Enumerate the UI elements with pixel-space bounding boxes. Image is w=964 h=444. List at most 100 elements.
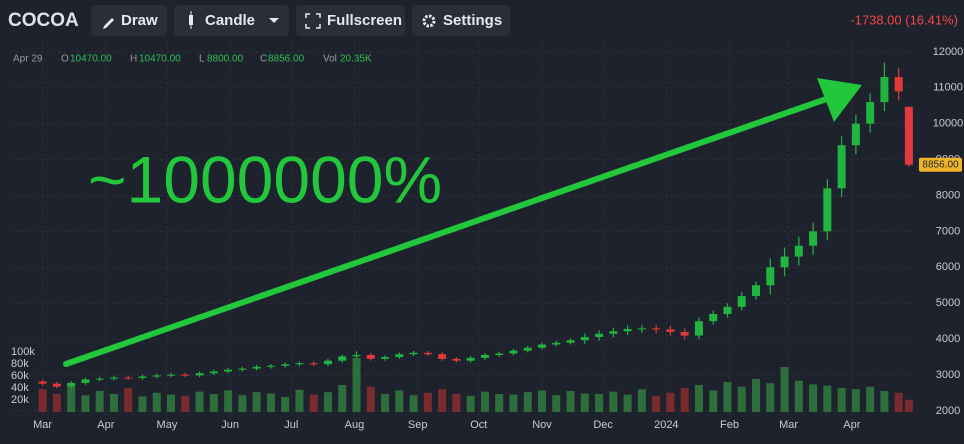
volume-bar [904,399,913,412]
volume-bar [395,390,404,412]
legend-value: 8800.00 [207,54,244,65]
settings-button[interactable]: Settings [412,5,510,36]
candle-body [209,371,218,374]
candle-body [281,364,290,366]
button-bg[interactable] [412,5,510,36]
volume-bar [766,383,775,412]
x-tick-label: Mar [779,419,798,431]
volume-bar [281,397,290,412]
volume-bar [52,394,61,412]
volume-bar [438,389,447,412]
fullscreen-icon [305,13,321,29]
ohlc-legend: O 10470.00 H 10470.00 L 8800.00 C 8856.00 Vol 20.… [61,54,372,65]
candle-body [338,356,347,361]
button-label[interactable]: Settings [443,12,502,29]
legend-key: L [199,54,205,65]
legend-key: Vol [323,54,337,65]
candle-body [167,374,176,376]
volume-bar [609,391,618,412]
button-bg[interactable] [91,5,167,36]
candle-body [252,366,261,369]
button-label[interactable]: Fullscreen [327,12,402,29]
volume-tick-label: 80k [11,358,29,370]
candle-body [794,245,803,257]
legend-key: C [260,54,267,65]
volume-tick-label: 40k [11,382,29,394]
button-label[interactable]: Candle [205,12,255,29]
candle-body [81,379,90,383]
candle-body [894,76,903,92]
price-tag: 8856.00 [922,159,959,170]
candle-body [609,331,618,334]
volume-bar [252,392,261,412]
button-bg[interactable] [174,5,289,36]
volume-bar [81,395,90,412]
candle-body [309,363,318,365]
volume-bar [409,395,418,412]
candle-body [152,375,161,377]
x-tick-label: Aug [345,419,365,431]
x-tick-label: Sep [408,419,428,431]
candle-body [323,360,332,365]
dropdown-arrow[interactable] [269,18,279,23]
candle-body [523,347,532,351]
volume-bar [480,391,489,412]
candle-body [52,383,61,387]
y-tick-label: 11000 [933,82,963,94]
candle-body [109,377,118,379]
x-tick-label: May [157,419,178,431]
x-tick-label: Apr [97,419,114,431]
volume-bar [452,394,461,412]
legend-value: 10470.00 [139,54,181,65]
volume-bar [224,390,233,412]
volume-bar [794,380,803,412]
volume-bar [523,392,532,412]
volume-bar [652,395,661,412]
volume-bar [309,394,318,412]
candle-button[interactable]: Candle [174,5,289,36]
symbol: COCOA [8,10,79,31]
volume-bar [537,390,546,412]
candle-body [723,306,732,315]
volume-bar [466,395,475,412]
price-tag-bg [919,157,962,172]
draw-button[interactable]: Draw [91,5,167,36]
candle-body [809,231,818,246]
volume-bar [109,394,118,412]
candle-body [224,369,233,372]
volume-bar [167,394,176,412]
volume-bar [209,394,218,412]
candle-body [38,381,47,384]
x-tick-label: 2024 [654,419,678,431]
plot: 2000300040005000600070008000900010000110… [10,40,963,431]
y-tick-label: 7000 [936,225,960,237]
candle-body [480,354,489,358]
volume-bar [866,386,875,412]
pen-icon [103,18,114,29]
fullscreen-button[interactable]: Fullscreen [296,5,405,36]
volume-bar [809,384,818,412]
volume-bar [181,395,190,412]
button-label[interactable]: Draw [121,12,158,29]
volume-bar [423,392,432,412]
x-tick-label: Oct [470,419,487,431]
candle-body [880,76,889,103]
candle-body [266,365,275,367]
x-tick-label: Jun [221,419,239,431]
annotation: ~1000000% [88,142,442,216]
volume-bar [67,386,76,412]
button-bg[interactable] [296,5,405,36]
legend-key: O [61,54,69,65]
candle-body [552,342,561,345]
candle-body [595,333,604,337]
y-tick-label: 8000 [936,189,960,201]
volume-bar [694,385,703,412]
volume-tick-label: 60k [11,370,29,382]
volume-bar [851,389,860,412]
y-tick-label: 3000 [936,369,960,381]
candle-body [823,188,832,232]
candle-body [295,363,304,365]
candle-body [851,123,860,146]
candle-body [466,357,475,361]
price-change: -1738.00 (16.41%) [850,12,958,27]
